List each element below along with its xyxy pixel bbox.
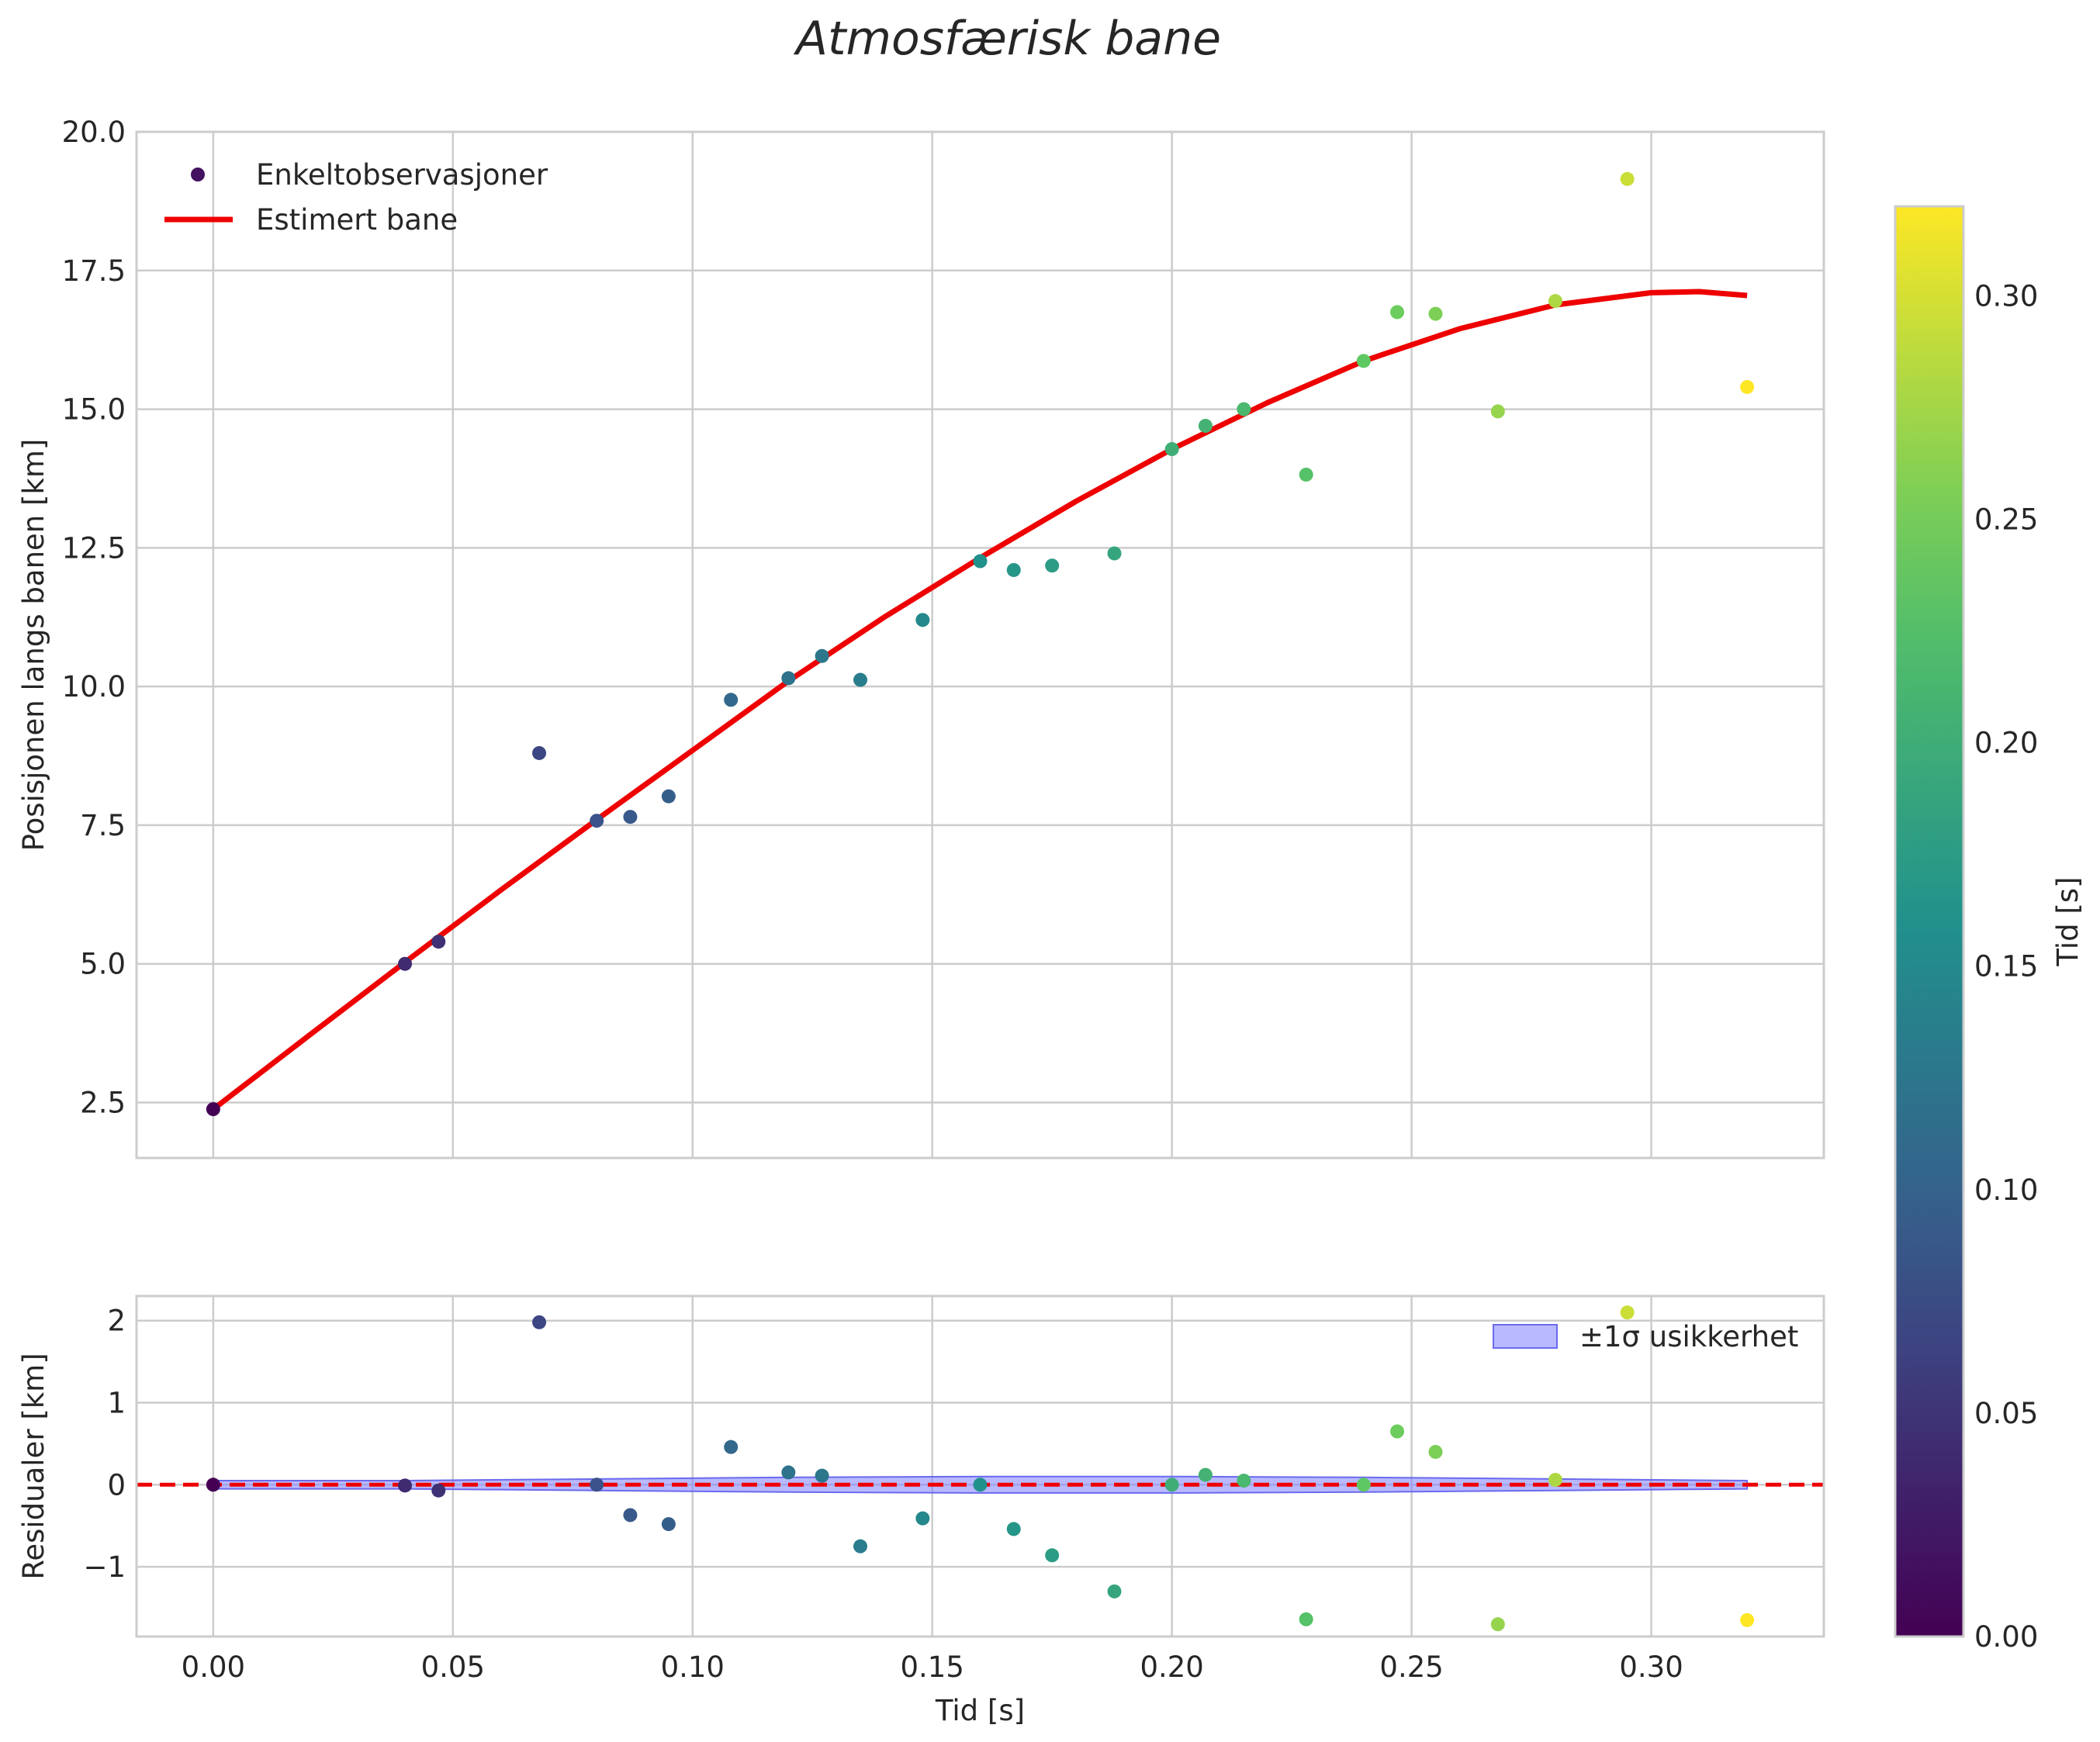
y-axis-label: Residualer [km] bbox=[17, 1353, 50, 1579]
observation-point bbox=[623, 810, 638, 824]
residual-point bbox=[1164, 1478, 1179, 1492]
y-tick-label: 20.0 bbox=[62, 116, 126, 149]
residual-point bbox=[1356, 1478, 1371, 1492]
y-tick-label: 1 bbox=[107, 1387, 126, 1420]
y-tick-label: 17.5 bbox=[62, 254, 126, 288]
residual-point bbox=[1428, 1444, 1443, 1459]
observation-point bbox=[1107, 546, 1122, 561]
residual-point bbox=[1390, 1424, 1405, 1439]
fit-line bbox=[211, 289, 1748, 1111]
y-tick-label: 2 bbox=[107, 1305, 126, 1338]
legend-label-band: ±1σ usikkerhet bbox=[1579, 1320, 1798, 1353]
residual-point bbox=[1237, 1474, 1251, 1488]
colorbar-label: Tid [s] bbox=[2051, 876, 2084, 966]
colorbar-gradient bbox=[1894, 205, 1965, 1638]
residual-point bbox=[853, 1539, 868, 1554]
y-axis-label: Posisjonen langs banen [km] bbox=[17, 439, 50, 852]
x-tick-label: 0.20 bbox=[1140, 1650, 1203, 1684]
observation-point bbox=[915, 613, 930, 627]
observation-point bbox=[431, 935, 446, 949]
observation-point bbox=[853, 672, 868, 687]
colorbar-tick-label: 0.10 bbox=[1974, 1173, 2038, 1207]
colorbar: 0.00 0.05 0.10 0.15 0.20 0.25 0.30 Tid [s] bbox=[1894, 205, 2084, 1654]
observation-point bbox=[661, 789, 676, 804]
residual-panel: −1 0 1 2 0.00 0.05 0.10 0.15 0.20 0.25 0.30 Residua… bbox=[17, 1294, 1825, 1727]
main-panel: 2.5 5.0 7.5 10.0 12.5 15.0 17.5 20.0 Posisjonen … bbox=[17, 116, 1825, 1160]
legend-marker-observations bbox=[191, 168, 205, 181]
observation-point bbox=[1237, 402, 1251, 416]
residual-point bbox=[431, 1483, 446, 1498]
observation-point bbox=[1006, 562, 1021, 577]
x-tick-label: 0.25 bbox=[1379, 1650, 1443, 1684]
y-tick-label: 15.0 bbox=[62, 393, 126, 427]
residual-point bbox=[1006, 1522, 1021, 1536]
colorbar-tick-label: 0.15 bbox=[1974, 950, 2038, 983]
x-tick-label: 0.05 bbox=[421, 1650, 485, 1684]
observation-point bbox=[1620, 171, 1635, 186]
residual-point bbox=[1620, 1305, 1635, 1320]
residual-point bbox=[724, 1440, 739, 1454]
residual-point bbox=[590, 1478, 604, 1492]
residual-axes-frame bbox=[135, 1294, 1825, 1638]
residual-point bbox=[1045, 1548, 1060, 1563]
y-tick-label: 2.5 bbox=[80, 1086, 126, 1119]
y-tick-label: 10.0 bbox=[62, 670, 126, 703]
x-tick-label: 0.00 bbox=[182, 1650, 245, 1684]
observation-point bbox=[1740, 379, 1755, 394]
y-tick-label: 5.0 bbox=[80, 948, 126, 981]
observation-point bbox=[1428, 306, 1443, 321]
observation-point bbox=[724, 693, 739, 707]
residual-point bbox=[1198, 1467, 1213, 1482]
colorbar-tick-label: 0.25 bbox=[1974, 503, 2038, 536]
residual-point bbox=[815, 1468, 829, 1483]
residual-point bbox=[206, 1478, 220, 1492]
observation-point bbox=[1164, 442, 1179, 457]
y-tick-label: −1 bbox=[83, 1550, 126, 1584]
residual-point bbox=[1299, 1612, 1313, 1626]
residual-point bbox=[1740, 1612, 1755, 1627]
residual-point bbox=[661, 1517, 676, 1532]
colorbar-tick-label: 0.00 bbox=[1974, 1620, 2038, 1654]
y-tick-label: 7.5 bbox=[80, 809, 126, 842]
observation-point bbox=[398, 956, 413, 971]
residual-point bbox=[1107, 1584, 1122, 1599]
residual-point bbox=[973, 1478, 988, 1492]
observation-point bbox=[532, 745, 547, 760]
legend-label-fit: Estimert bane bbox=[256, 203, 458, 237]
observation-point bbox=[1356, 354, 1371, 368]
x-tick-label: 0.15 bbox=[901, 1650, 964, 1684]
legend-swatch-band bbox=[1493, 1324, 1558, 1349]
residual-point bbox=[623, 1508, 638, 1523]
observation-point bbox=[1490, 404, 1505, 419]
residual-point bbox=[1548, 1472, 1562, 1487]
main-axes-frame bbox=[135, 130, 1825, 1160]
observation-point bbox=[1045, 558, 1060, 573]
colorbar-tick-label: 0.30 bbox=[1974, 279, 2038, 313]
observation-point bbox=[781, 671, 796, 686]
residual-point bbox=[1490, 1617, 1505, 1632]
observation-point bbox=[1299, 467, 1313, 482]
y-tick-label: 0 bbox=[107, 1468, 126, 1502]
colorbar-tick-label: 0.20 bbox=[1974, 727, 2038, 760]
x-tick-label: 0.10 bbox=[661, 1650, 725, 1684]
x-tick-label: 0.30 bbox=[1619, 1650, 1683, 1684]
x-axis-label: Tid [s] bbox=[935, 1694, 1025, 1727]
y-tick-label: 12.5 bbox=[62, 531, 126, 565]
observation-point bbox=[590, 814, 604, 828]
observation-point bbox=[973, 554, 988, 569]
observation-point bbox=[815, 648, 829, 663]
residual-point bbox=[398, 1478, 413, 1493]
residual-point bbox=[532, 1315, 547, 1329]
legend-label-observations: Enkeltobservasjoner bbox=[256, 158, 548, 192]
observation-point bbox=[1390, 305, 1405, 320]
residual-point bbox=[781, 1465, 796, 1480]
observation-point bbox=[206, 1102, 220, 1117]
chart-title: Atmosfærisk bane bbox=[793, 12, 1221, 66]
residual-point bbox=[915, 1511, 930, 1526]
colorbar-tick-label: 0.05 bbox=[1974, 1397, 2038, 1430]
observation-point bbox=[1548, 294, 1562, 309]
observation-point bbox=[1198, 419, 1213, 434]
